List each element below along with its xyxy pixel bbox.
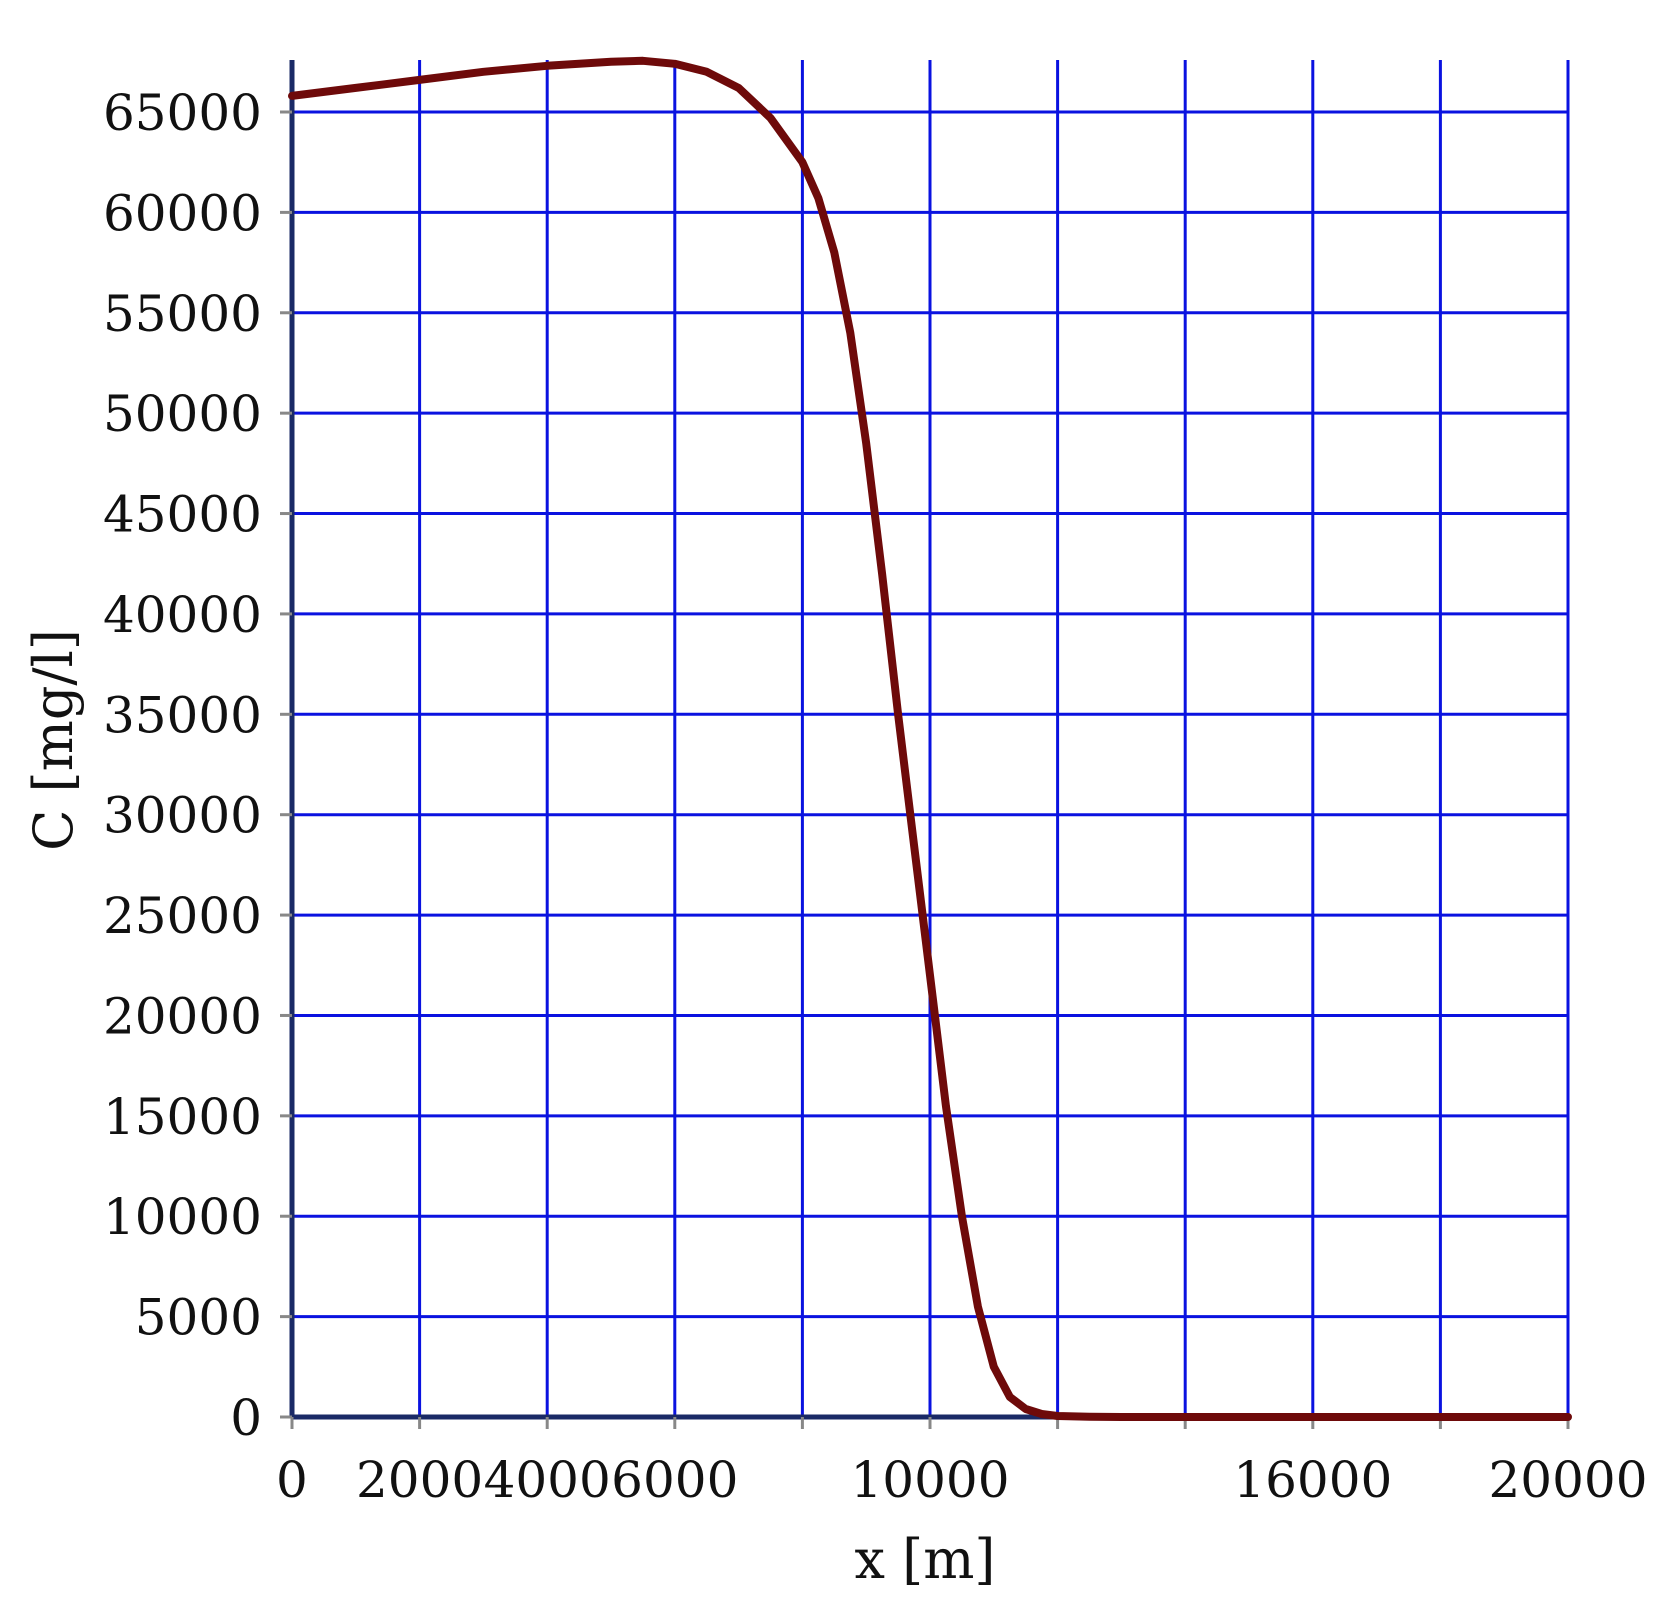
x-tick-label: 6000 [611,1451,738,1509]
y-tick-label: 10000 [103,1188,262,1246]
x-axis-label: x [m] [855,1528,996,1591]
x-tick-label: 4000 [484,1451,611,1509]
y-tick-label: 25000 [103,887,262,945]
y-tick-label: 65000 [103,84,262,142]
x-tick-label: 10000 [850,1451,1009,1509]
y-tick-label: 40000 [103,586,262,644]
y-axis-label: C [mg/l] [22,629,85,851]
x-tick-label: 20000 [1488,1451,1647,1509]
y-tick-label: 5000 [135,1289,262,1347]
x-tick-label: 0 [276,1451,308,1509]
series-layer [288,56,1572,1421]
y-tick-label: 60000 [103,184,262,242]
y-tick-label: 55000 [103,285,262,343]
y-tick-label: 35000 [103,686,262,744]
y-tick-label: 15000 [103,1088,262,1146]
y-tick-label: 50000 [103,385,262,443]
y-tick-label: 45000 [103,486,262,544]
series-line [288,56,1572,1421]
y-tick-label: 30000 [103,787,262,845]
x-tick-label: 16000 [1233,1451,1392,1509]
axis-layer [280,60,1570,1429]
y-tick-label: 20000 [103,987,262,1045]
grid-layer [290,60,1570,1419]
y-tick-label: 0 [230,1389,262,1447]
label-layer: 0500010000150002000025000300003500040000… [103,84,1648,1509]
x-tick-label: 2000 [356,1451,483,1509]
